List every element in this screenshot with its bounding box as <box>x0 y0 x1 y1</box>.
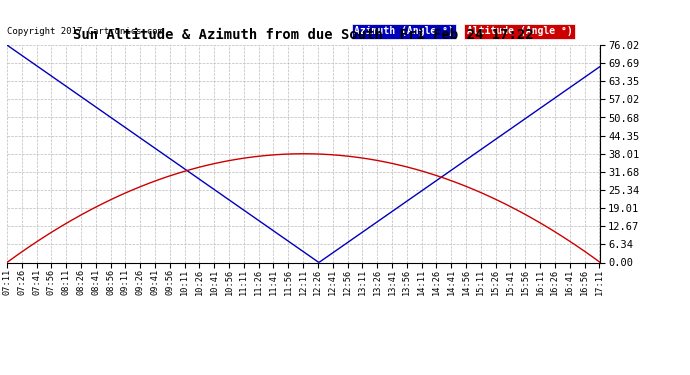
Title: Sun Altitude & Azimuth from due South  Fri Feb 24 17:22: Sun Altitude & Azimuth from due South Fr… <box>73 28 534 42</box>
Text: Altitude (Angle °): Altitude (Angle °) <box>466 26 573 36</box>
Text: Copyright 2017 Cartronics.com: Copyright 2017 Cartronics.com <box>8 27 164 36</box>
Text: Azimuth (Angle °): Azimuth (Angle °) <box>354 26 454 36</box>
